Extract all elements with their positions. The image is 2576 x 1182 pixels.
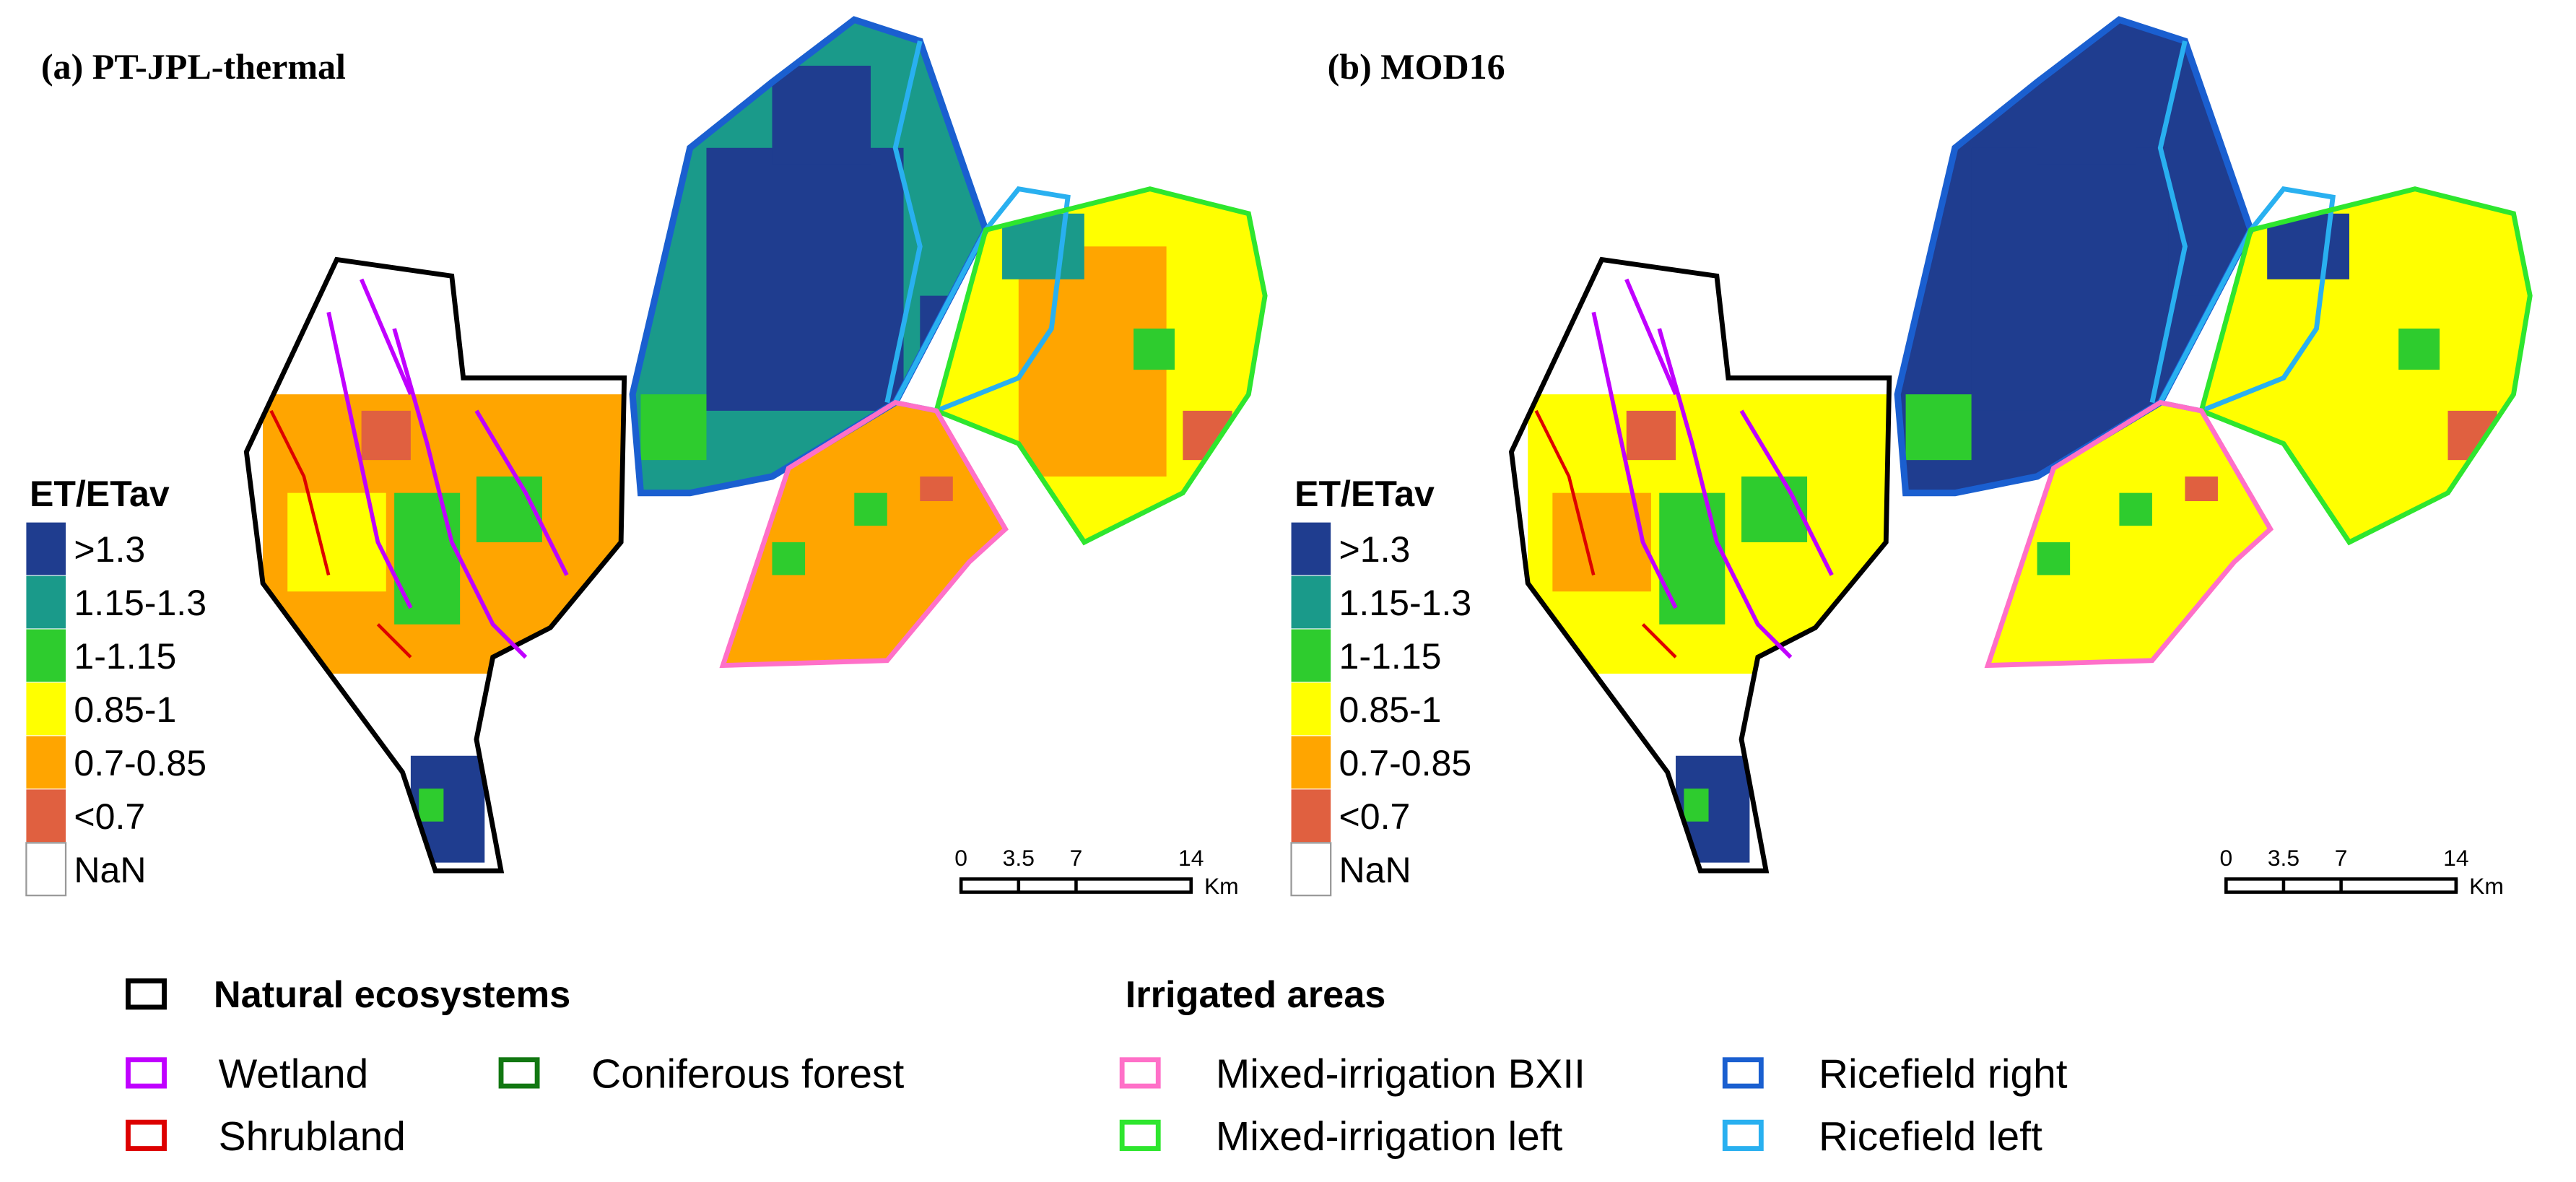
map xyxy=(1495,17,2546,887)
legend-item: Ricefield left xyxy=(1819,1114,2042,1160)
legend-swatch xyxy=(1291,575,1331,629)
scale-label: 3.5 xyxy=(2268,845,2299,871)
legend-group-title: Irrigated areas xyxy=(1126,974,1386,1016)
legend-item: Ricefield right xyxy=(1819,1051,2068,1097)
legend-label: 0.85-1 xyxy=(1339,690,1442,730)
panel-title: (a) PT-JPL-thermal xyxy=(41,46,346,87)
legend-swatch xyxy=(1291,736,1331,789)
panel-a: (a) PT-JPL-thermal ET/ETav >1.3 1.15-1.3 1-… xyxy=(25,17,1282,899)
legend-swatch xyxy=(25,842,67,897)
legend-swatch xyxy=(26,682,66,736)
scale-unit: Km xyxy=(1204,873,1239,899)
legend-item: Mixed-irrigation left xyxy=(1216,1114,1563,1160)
legend-swatch xyxy=(26,736,66,789)
legend-box xyxy=(126,978,167,1010)
legend-label: 0.7-0.85 xyxy=(74,743,206,783)
legend-swatch xyxy=(26,575,66,629)
legend-label: 1.15-1.3 xyxy=(1339,583,1472,623)
legend-box xyxy=(498,1057,540,1089)
legend-label: 0.85-1 xyxy=(74,690,176,730)
panel-b: (b) MOD16 ET/ETav >1.3 1.15-1.3 1-1.15 0.85-… xyxy=(1290,17,2546,899)
legend-box xyxy=(1119,1057,1161,1089)
scale-label: 7 xyxy=(1070,845,1083,871)
legend-label: >1.3 xyxy=(74,529,145,570)
legend-swatch xyxy=(1291,629,1331,682)
legend-label: <0.7 xyxy=(1339,796,1411,837)
legend-item: Shrubland xyxy=(219,1114,406,1160)
legend-item: Mixed-irrigation BXII xyxy=(1216,1051,1585,1097)
scale-unit: Km xyxy=(2469,873,2504,899)
legend-title: ET/ETav xyxy=(1294,474,1435,514)
legend-swatch xyxy=(26,789,66,843)
map xyxy=(230,17,1282,887)
legend-swatch xyxy=(1291,682,1331,736)
legend-label: 1-1.15 xyxy=(1339,636,1442,677)
legend-label: <0.7 xyxy=(74,796,145,837)
legend-box xyxy=(1722,1119,1764,1151)
legend-box xyxy=(126,1119,167,1151)
legend-item: Coniferous forest xyxy=(591,1051,904,1097)
legend-box xyxy=(1722,1057,1764,1089)
legend-label: NaN xyxy=(74,850,146,890)
scale-label: 0 xyxy=(2219,845,2232,871)
legend-label: NaN xyxy=(1339,850,1411,890)
legend-group-title: Natural ecosystems xyxy=(214,974,570,1016)
scale-label: 7 xyxy=(2335,845,2348,871)
legend-item: Wetland xyxy=(219,1051,369,1097)
scale-label: 0 xyxy=(954,845,967,871)
legend-swatch xyxy=(26,522,66,575)
legend-title: ET/ETav xyxy=(30,474,170,514)
legend-label: >1.3 xyxy=(1339,529,1411,570)
legend-swatch xyxy=(1291,789,1331,843)
scale-label: 3.5 xyxy=(1003,845,1035,871)
scale-label: 14 xyxy=(1178,845,1204,871)
panel-title: (b) MOD16 xyxy=(1328,46,1505,87)
legend-label: 1.15-1.3 xyxy=(74,583,206,623)
legend-label: 1-1.15 xyxy=(74,636,176,677)
legend-box xyxy=(1119,1119,1161,1151)
legend-box xyxy=(126,1057,167,1089)
legend-swatch xyxy=(26,629,66,682)
legend-swatch xyxy=(1291,522,1331,575)
scale-label: 14 xyxy=(2443,845,2468,871)
legend-label: 0.7-0.85 xyxy=(1339,743,1472,783)
legend-swatch xyxy=(1290,842,1332,897)
